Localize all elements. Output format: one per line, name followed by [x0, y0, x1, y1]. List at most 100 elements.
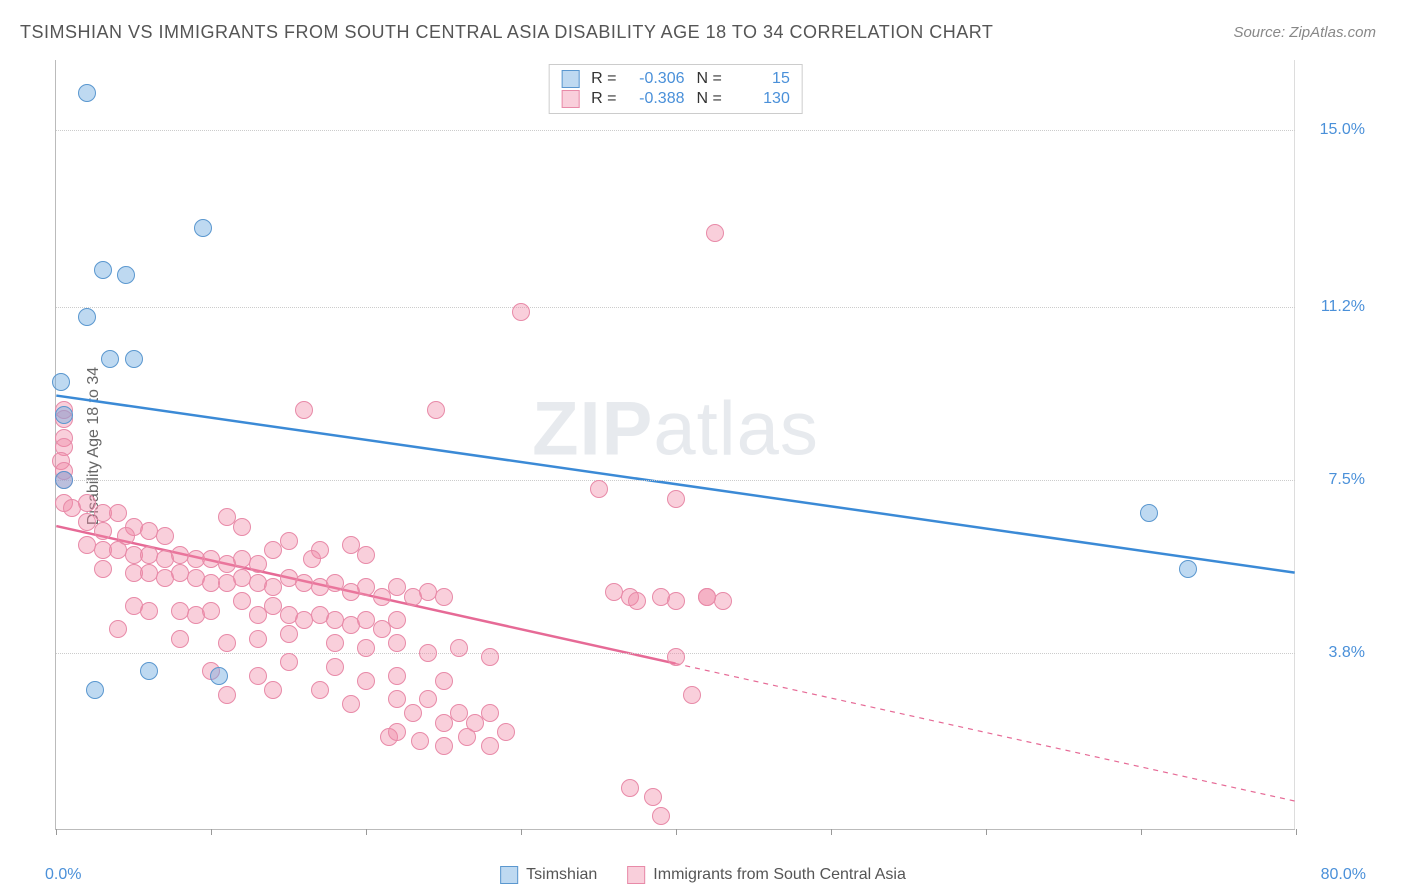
x-tick	[986, 829, 987, 835]
scatter-point-pink	[109, 620, 127, 638]
scatter-point-pink	[590, 480, 608, 498]
x-tick	[521, 829, 522, 835]
scatter-point-pink	[388, 611, 406, 629]
grid-line-h	[56, 307, 1295, 308]
legend-item-blue: Tsimshian	[500, 866, 597, 884]
scatter-point-pink	[303, 550, 321, 568]
x-tick	[366, 829, 367, 835]
scatter-point-pink	[326, 658, 344, 676]
scatter-point-pink	[667, 490, 685, 508]
swatch-pink	[561, 90, 579, 108]
scatter-point-pink	[458, 728, 476, 746]
scatter-point-pink	[264, 541, 282, 559]
scatter-point-pink	[667, 648, 685, 666]
scatter-point-pink	[652, 588, 670, 606]
stats-row-pink: R = -0.388 N = 130	[561, 89, 790, 109]
stats-row-blue: R = -0.306 N = 15	[561, 69, 790, 89]
scatter-point-pink	[357, 672, 375, 690]
scatter-point-pink	[342, 695, 360, 713]
legend-swatch-pink	[627, 866, 645, 884]
scatter-point-blue	[1179, 560, 1197, 578]
chart-plot-area: ZIPatlas R = -0.306 N = 15 R = -0.388 N …	[55, 60, 1295, 830]
swatch-blue	[561, 70, 579, 88]
scatter-point-pink	[140, 602, 158, 620]
scatter-point-pink	[280, 653, 298, 671]
scatter-point-pink	[388, 690, 406, 708]
scatter-point-pink	[326, 634, 344, 652]
scatter-point-pink	[683, 686, 701, 704]
trend-line-pink-dashed	[676, 664, 1295, 801]
scatter-point-pink	[419, 690, 437, 708]
scatter-point-pink	[218, 634, 236, 652]
n-label-blue: N =	[697, 70, 722, 88]
scatter-point-pink	[621, 779, 639, 797]
legend-swatch-blue	[500, 866, 518, 884]
scatter-point-pink	[202, 602, 220, 620]
scatter-point-pink	[644, 788, 662, 806]
trend-lines-svg	[56, 60, 1295, 829]
y-tick-label: 7.5%	[1305, 471, 1365, 489]
legend-label-blue: Tsimshian	[526, 866, 597, 884]
scatter-point-pink	[63, 499, 81, 517]
scatter-point-pink	[419, 644, 437, 662]
scatter-point-blue	[101, 350, 119, 368]
legend-item-pink: Immigrants from South Central Asia	[627, 866, 906, 884]
scatter-point-pink	[427, 401, 445, 419]
scatter-point-pink	[94, 560, 112, 578]
scatter-point-pink	[94, 522, 112, 540]
scatter-point-pink	[411, 732, 429, 750]
scatter-point-blue	[78, 84, 96, 102]
scatter-point-pink	[714, 592, 732, 610]
scatter-point-blue	[194, 219, 212, 237]
x-axis-max-label: 80.0%	[1321, 866, 1366, 884]
scatter-point-pink	[628, 592, 646, 610]
scatter-point-pink	[481, 648, 499, 666]
scatter-point-pink	[388, 634, 406, 652]
scatter-point-blue	[86, 681, 104, 699]
scatter-point-pink	[156, 527, 174, 545]
scatter-point-pink	[280, 532, 298, 550]
source-attribution: Source: ZipAtlas.com	[1233, 24, 1376, 41]
series-legend: Tsimshian Immigrants from South Central …	[500, 866, 906, 884]
plot-right-border	[1294, 60, 1295, 829]
scatter-point-pink	[512, 303, 530, 321]
grid-line-h	[56, 480, 1295, 481]
correlation-stats-box: R = -0.306 N = 15 R = -0.388 N = 130	[548, 64, 803, 114]
r-label-blue: R =	[591, 70, 616, 88]
scatter-point-pink	[450, 639, 468, 657]
grid-line-h	[56, 130, 1295, 131]
scatter-point-blue	[125, 350, 143, 368]
scatter-point-blue	[210, 667, 228, 685]
scatter-point-pink	[249, 555, 267, 573]
x-tick	[676, 829, 677, 835]
x-tick	[211, 829, 212, 835]
scatter-point-pink	[109, 504, 127, 522]
y-tick-label: 3.8%	[1305, 644, 1365, 662]
scatter-point-pink	[311, 681, 329, 699]
scatter-point-pink	[357, 639, 375, 657]
watermark-bold: ZIP	[532, 387, 653, 472]
x-tick	[1296, 829, 1297, 835]
n-value-blue: 15	[730, 70, 790, 88]
scatter-point-pink	[388, 667, 406, 685]
watermark-light: atlas	[653, 387, 819, 472]
scatter-point-pink	[264, 681, 282, 699]
scatter-point-blue	[1140, 504, 1158, 522]
chart-title: TSIMSHIAN VS IMMIGRANTS FROM SOUTH CENTR…	[20, 22, 993, 43]
scatter-point-pink	[249, 667, 267, 685]
x-tick	[1141, 829, 1142, 835]
scatter-point-blue	[94, 261, 112, 279]
scatter-point-pink	[481, 737, 499, 755]
scatter-point-pink	[233, 592, 251, 610]
scatter-point-pink	[357, 546, 375, 564]
scatter-point-pink	[249, 630, 267, 648]
x-axis-min-label: 0.0%	[45, 866, 81, 884]
scatter-point-pink	[295, 401, 313, 419]
y-tick-label: 11.2%	[1305, 298, 1365, 316]
scatter-point-blue	[78, 308, 96, 326]
scatter-point-pink	[667, 592, 685, 610]
x-tick	[831, 829, 832, 835]
scatter-point-blue	[55, 471, 73, 489]
scatter-point-pink	[497, 723, 515, 741]
scatter-point-pink	[706, 224, 724, 242]
